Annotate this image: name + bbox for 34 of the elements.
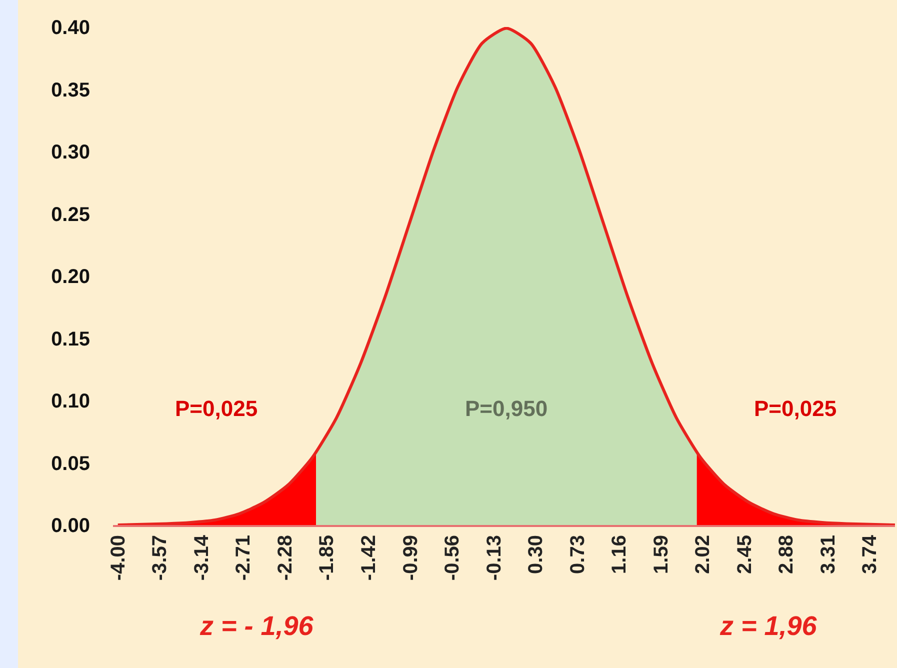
y-tick-label: 0.30	[51, 142, 90, 164]
text: z = - 1,96	[199, 611, 314, 641]
annotation: P=0,025	[754, 396, 837, 421]
x-tick-label: -2.28	[274, 535, 296, 581]
y-tick-label: 0.40	[51, 17, 90, 39]
y-tick-label: 0.15	[51, 328, 90, 350]
text: z = 1,96	[719, 611, 818, 641]
x-tick-label: 3.31	[817, 535, 840, 574]
x-tick-label: 2.45	[734, 535, 756, 574]
y-tick-label: 0.00	[51, 515, 90, 537]
x-tick-label: -0.13	[483, 535, 506, 581]
x-tick-label: -1.85	[316, 535, 338, 581]
x-tick-label: -2.71	[232, 535, 255, 581]
x-tick-label: 2.88	[776, 535, 798, 574]
line-series	[116, 27, 895, 525]
annotation: P=0,025	[175, 396, 258, 421]
x-tick-label: -3.14	[190, 534, 213, 581]
x-tick-label: -3.57	[149, 535, 172, 581]
x-tick-label: 0.30	[525, 535, 548, 574]
x-tick-label: -1.42	[358, 535, 380, 581]
y-tick-label: 0.20	[51, 266, 90, 288]
y-tick-label: 0.25	[51, 204, 90, 226]
x-tick-label: -4.00	[107, 535, 130, 581]
x-tick-label: 1.16	[608, 535, 631, 574]
x-tick-label: -0.56	[442, 535, 464, 581]
y-tick-label: 0.05	[51, 452, 90, 475]
x-tick-label: 2.02	[692, 535, 714, 574]
annotation: P=0,950	[465, 396, 548, 421]
x-tick-label: 0.73	[566, 535, 589, 574]
y-tick-label: 0.10	[51, 390, 90, 412]
x-tick-label: -0.99	[400, 535, 422, 581]
x-tick-label: 3.74	[859, 534, 882, 574]
x-tick-label: 1.59	[650, 535, 672, 574]
y-tick-label: 0.35	[51, 79, 90, 102]
